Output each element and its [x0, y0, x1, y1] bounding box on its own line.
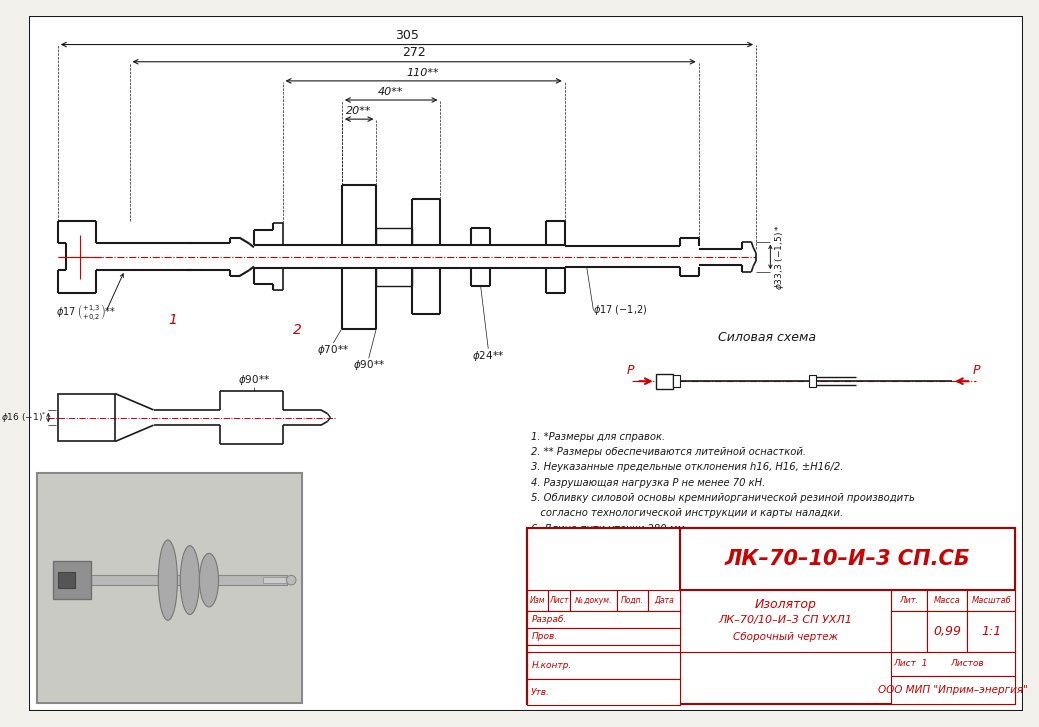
Bar [528, 590, 549, 611]
Bar [927, 611, 967, 652]
Text: согласно технологической инструкции и карты наладки.: согласно технологической инструкции и ка… [531, 508, 844, 518]
Text: Дата: Дата [655, 595, 674, 605]
Text: 5. Обливку силовой основы кремнийорганической резиной производить: 5. Обливку силовой основы кремнийорганич… [531, 493, 915, 503]
Text: P: P [628, 364, 635, 377]
Bar [890, 590, 927, 611]
Text: $\phi$17 $\binom{+1{,}3}{+0{,}2}$**: $\phi$17 $\binom{+1{,}3}{+0{,}2}$** [56, 302, 116, 323]
Text: ЛК–70–10–И–3 СП.СБ: ЛК–70–10–И–3 СП.СБ [725, 549, 970, 569]
Text: Масштаб: Масштаб [971, 595, 1011, 605]
Bar [528, 528, 1015, 704]
Text: $\phi$17 $(-1{,}2)$: $\phi$17 $(-1{,}2)$ [593, 303, 647, 318]
Text: 305: 305 [395, 28, 419, 41]
Text: Силовая схема: Силовая схема [718, 332, 816, 345]
Bar [528, 652, 681, 678]
Text: 6. Длина пути утечки 280 мм.: 6. Длина пути утечки 280 мм. [531, 523, 688, 534]
Text: 1. *Размеры для справок.: 1. *Размеры для справок. [531, 432, 665, 442]
Bar [890, 652, 1015, 676]
Text: Листов: Листов [951, 659, 984, 668]
Text: 20**: 20** [346, 106, 372, 116]
Bar [890, 611, 927, 652]
Text: Утв.: Утв. [531, 688, 551, 696]
Bar [927, 590, 967, 611]
Text: Н.контр.: Н.контр. [531, 661, 571, 670]
Bar [58, 572, 75, 587]
Ellipse shape [199, 553, 218, 607]
Ellipse shape [181, 546, 199, 614]
Bar [673, 375, 681, 387]
Text: Лист  1: Лист 1 [893, 659, 927, 668]
Text: 4. Разрушающая нагрузка P не менее 70 кН.: 4. Разрушающая нагрузка P не менее 70 кН… [531, 478, 766, 488]
Text: $\phi$70**: $\phi$70** [317, 343, 349, 357]
Bar [617, 590, 648, 611]
Bar [53, 561, 91, 599]
Text: Лит.: Лит. [900, 595, 918, 605]
Text: Масса: Масса [934, 595, 961, 605]
Bar [37, 474, 300, 702]
Bar [37, 474, 300, 702]
Text: № докум.: № докум. [575, 595, 612, 605]
Bar [681, 528, 1015, 590]
Bar [967, 611, 1015, 652]
Bar [648, 590, 681, 611]
Text: 110**: 110** [407, 68, 439, 78]
Bar [656, 374, 673, 389]
Bar [549, 590, 569, 611]
Bar [528, 645, 681, 662]
Ellipse shape [287, 575, 296, 585]
Bar [967, 590, 1015, 611]
Bar [528, 611, 681, 628]
Bar [58, 575, 288, 585]
Bar [681, 590, 890, 652]
Bar [264, 577, 290, 583]
Bar [58, 393, 115, 441]
Bar [890, 676, 1015, 704]
Text: Лист: Лист [550, 595, 568, 605]
Text: 1: 1 [168, 313, 177, 327]
Text: $\phi$90**: $\phi$90** [238, 373, 270, 387]
Text: $\phi$24**: $\phi$24** [472, 349, 504, 363]
Text: 2: 2 [293, 323, 301, 337]
Text: $\phi$33,3 $(-1{,}5)*$: $\phi$33,3 $(-1{,}5)*$ [773, 224, 787, 290]
Text: 272: 272 [402, 46, 426, 59]
Text: 1:1: 1:1 [981, 624, 1002, 638]
Text: Изм: Изм [530, 595, 545, 605]
Text: $\phi$90**: $\phi$90** [352, 358, 384, 372]
Text: 40**: 40** [378, 87, 403, 97]
Text: Сборочный чертеж: Сборочный чертеж [734, 632, 838, 641]
Bar [569, 590, 617, 611]
Text: 2. ** Размеры обеспечиваются литейной оснасткой.: 2. ** Размеры обеспечиваются литейной ос… [531, 447, 806, 457]
Bar [808, 375, 817, 387]
Text: Пров.: Пров. [531, 632, 557, 641]
Bar [36, 473, 301, 702]
Text: $\phi$16 $(-1)^{*}$: $\phi$16 $(-1)^{*}$ [1, 410, 47, 425]
Ellipse shape [158, 540, 178, 620]
Text: ЛК–70/10–И–3 СП УХЛ1: ЛК–70/10–И–3 СП УХЛ1 [719, 615, 853, 625]
Text: 3. Неуказанные предельные отклонения h16, H16, ±H16/2.: 3. Неуказанные предельные отклонения h16… [531, 462, 844, 473]
Text: Подп.: Подп. [621, 595, 644, 605]
Text: P: P [974, 364, 981, 377]
Text: Разраб.: Разраб. [531, 615, 566, 624]
Text: Изолятор: Изолятор [754, 598, 817, 611]
Bar [528, 678, 681, 705]
Text: 0,99: 0,99 [933, 624, 961, 638]
Text: 7. Остальные технические требования по ГОСТ Р 28856–2009.: 7. Остальные технические требования по Г… [531, 539, 860, 549]
Text: ООО МИП "Иприм–энергия": ООО МИП "Иприм–энергия" [878, 685, 1028, 695]
Bar [528, 628, 681, 645]
